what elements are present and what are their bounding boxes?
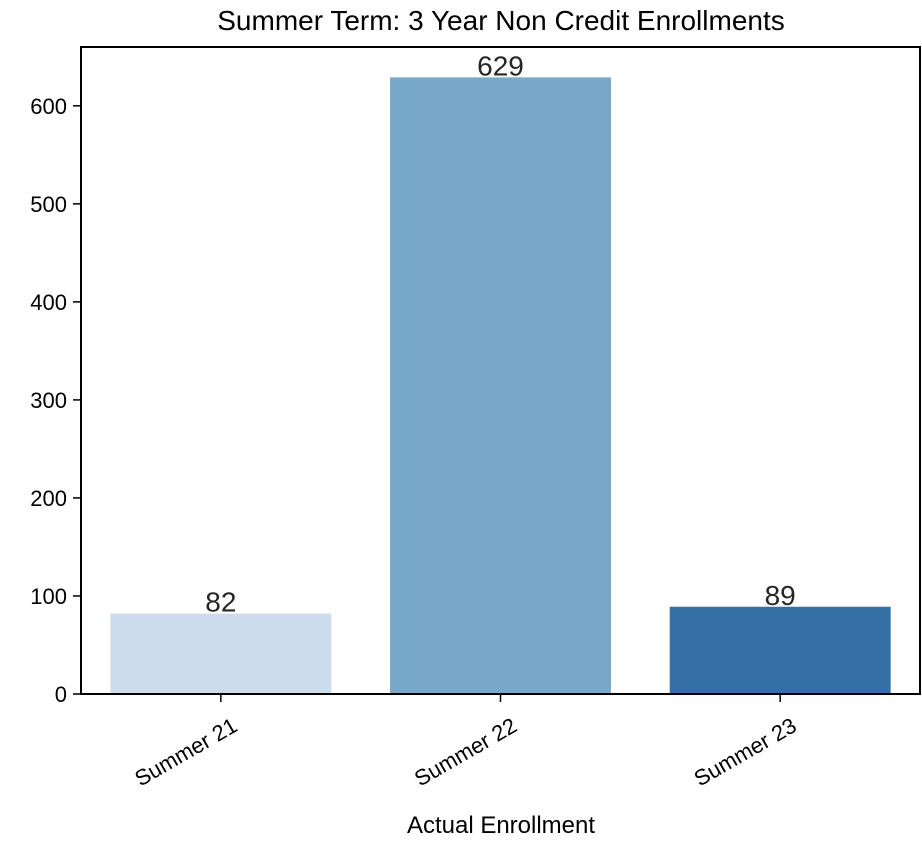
y-tick-label: 100 [30,584,67,609]
bar-value-label: 82 [205,587,236,618]
y-tick-label: 400 [30,290,67,315]
y-tick-label: 200 [30,486,67,511]
bar [669,606,891,694]
y-tick-label: 300 [30,388,67,413]
bar-labels-layer: 82 629 89 [205,50,795,617]
bar [110,613,332,694]
y-tick-label: 0 [55,682,67,707]
bar-value-label: 89 [765,580,796,611]
bars-layer [110,77,891,694]
x-tick-label: Summer 22 [410,713,521,792]
y-axis: 0 100 200 300 400 500 600 [30,94,81,707]
x-tick-label: Summer 21 [130,713,241,792]
x-axis: Summer 21 Summer 22 Summer 23 [130,694,801,792]
bar [390,77,611,694]
chart-title: Summer Term: 3 Year Non Credit Enrollmen… [217,5,785,36]
bar-value-label: 629 [477,50,524,81]
x-tick-label: Summer 23 [690,713,801,792]
x-axis-label: Actual Enrollment [407,812,595,839]
y-tick-label: 600 [30,94,67,119]
y-tick-label: 500 [30,192,67,217]
